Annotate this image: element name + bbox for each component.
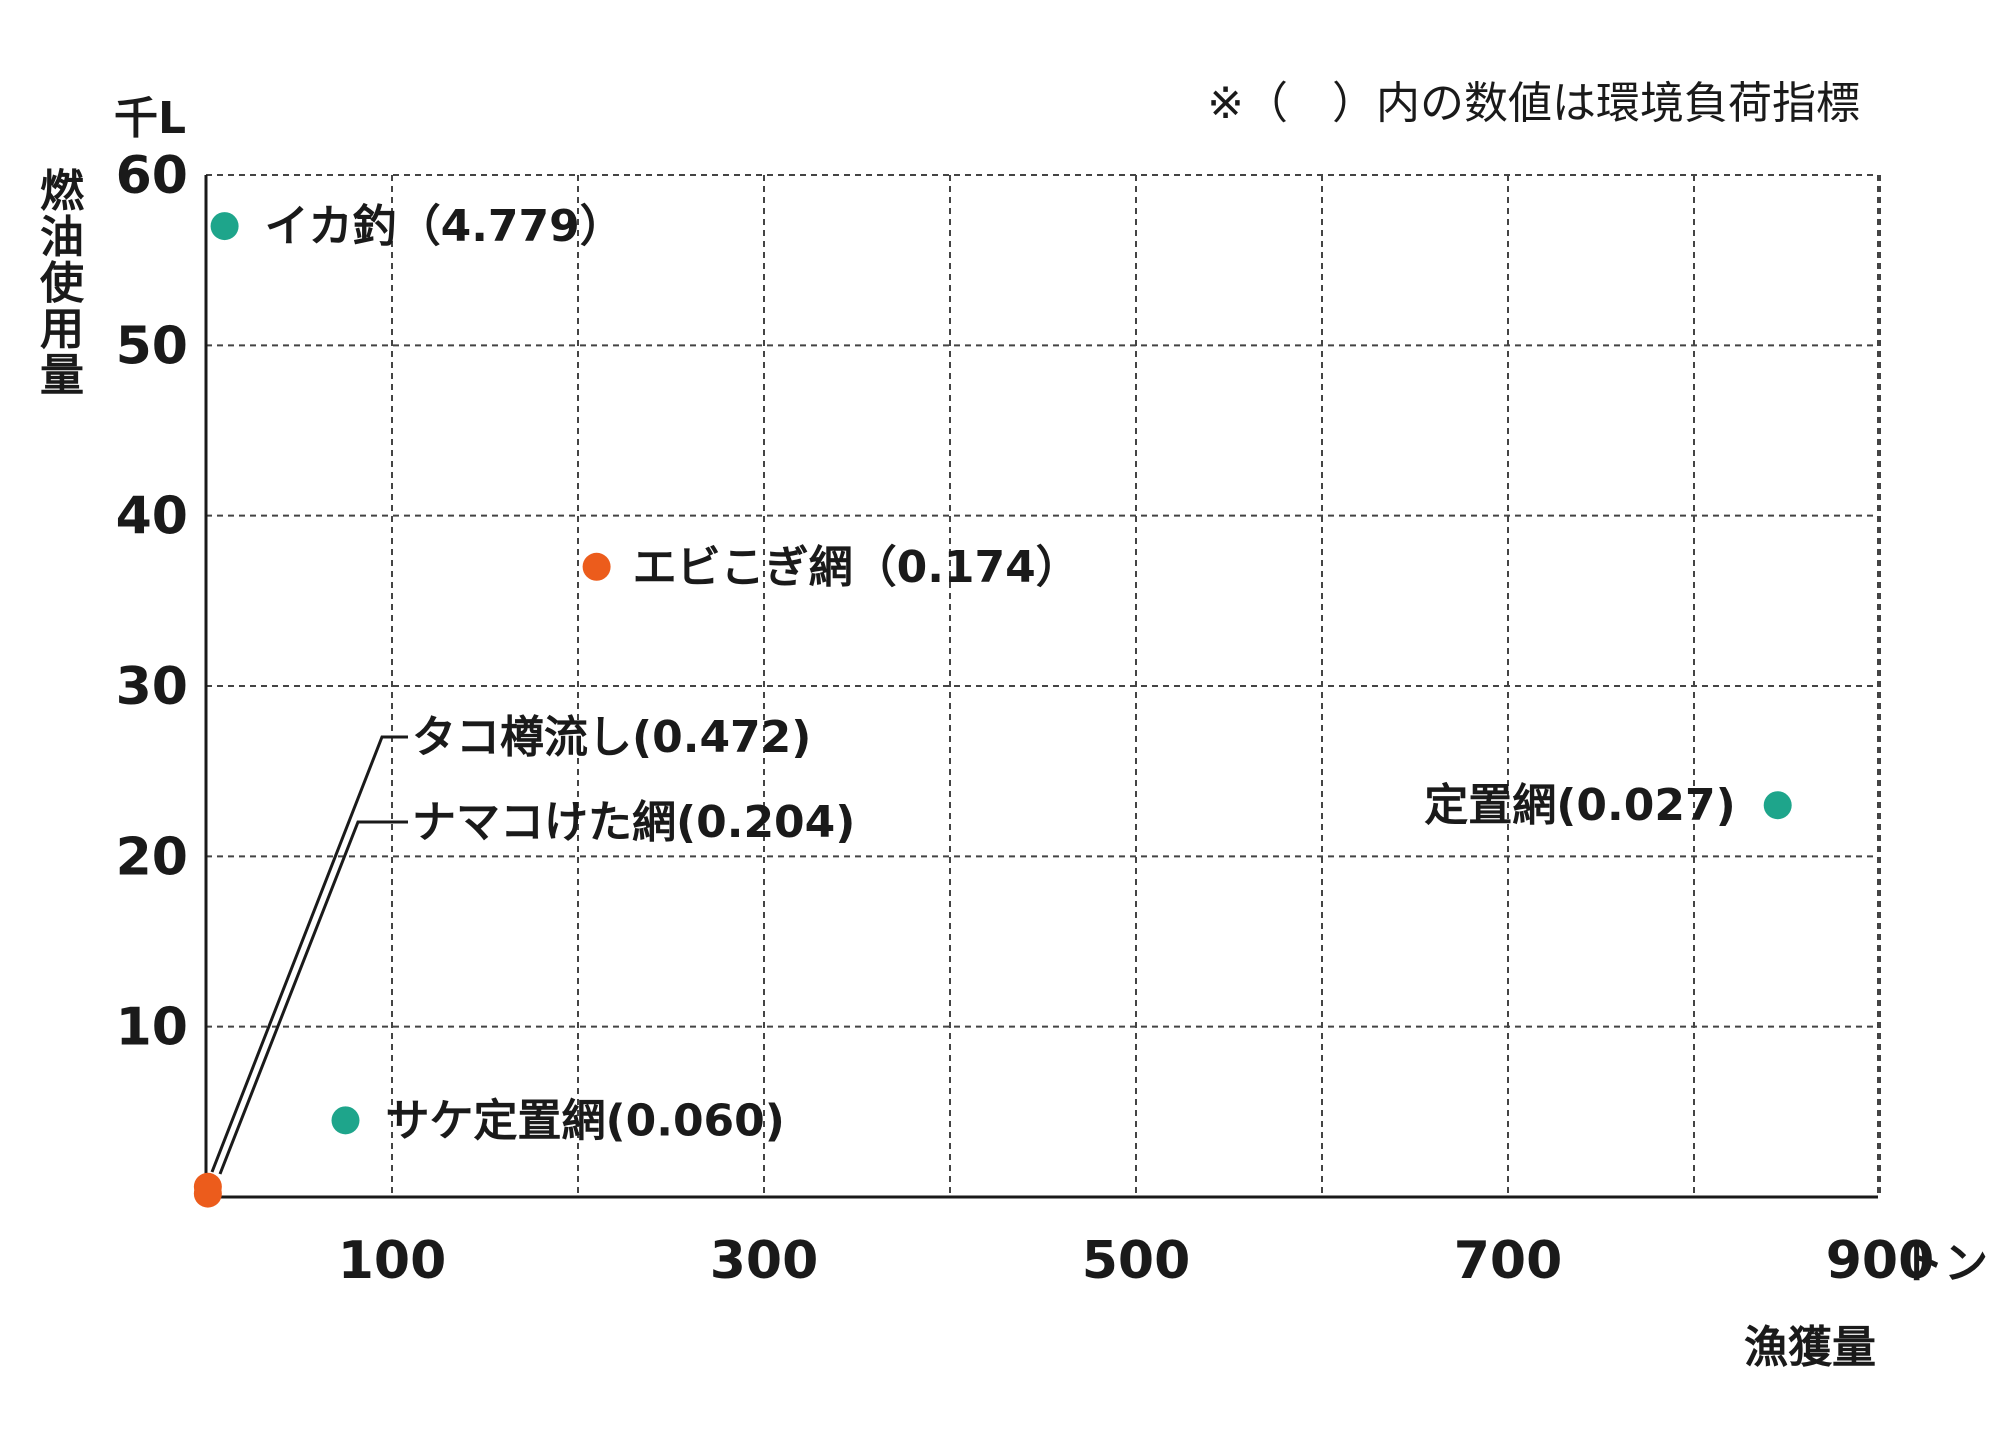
x-axis-title: 漁獲量 [1744,1322,1876,1373]
y-axis-title-char: 使 [40,258,85,309]
data-points [193,212,1792,1208]
x-tick-label: 500 [1082,1231,1191,1291]
y-tick-label: 20 [116,827,188,887]
point-label-1: エビこぎ網（0.174） [633,542,1080,593]
axes [204,175,1878,1199]
y-tick-label: 10 [116,998,188,1058]
tick-labels: 10 20 30 40 50 60 100 300 500 700 900 [116,146,1935,1291]
leader-lines [210,735,408,1175]
data-point-1 [582,552,611,581]
point-label-0: イカ釣（4.779） [265,201,624,252]
data-point-3 [331,1106,360,1135]
leader-line-tako [210,735,408,1173]
y-axis-title-char: 用 [40,304,84,355]
grid [206,174,1881,1197]
y-tick-label: 30 [116,657,188,717]
y-tick-label: 50 [116,316,188,376]
x-tick-label: 300 [710,1231,819,1291]
x-unit-label: トン [1900,1238,1988,1289]
data-point-0 [210,212,239,241]
x-tick-label: 100 [338,1231,447,1291]
y-axis-title-char: 量 [40,350,84,401]
point-label-2: 定置網(0.027) [1424,780,1735,831]
y-tick-label: 60 [116,146,188,206]
y-axis-title-char: 燃 [40,166,85,217]
y-axis-title-char: 油 [40,212,84,263]
point-label-4: タコ樽流し(0.472) [412,712,811,763]
data-point-5 [193,1179,222,1208]
point-labels: イカ釣（4.779） エビこぎ網（0.174） 定置網(0.027) サケ定置網(0.… [265,201,1736,1146]
point-label-3: サケ定置網(0.060) [386,1095,785,1146]
y-tick-label: 40 [116,487,188,547]
y-unit-label: 千L [114,93,186,144]
leader-line-namako [218,820,408,1175]
footnote: ※（ ）内の数値は環境負荷指標 [1207,78,1860,129]
x-tick-label: 700 [1454,1231,1563,1291]
point-label-5: ナマコけた網(0.204) [412,797,855,848]
data-point-2 [1763,791,1792,820]
x-tick-label: 900 [1826,1231,1935,1291]
